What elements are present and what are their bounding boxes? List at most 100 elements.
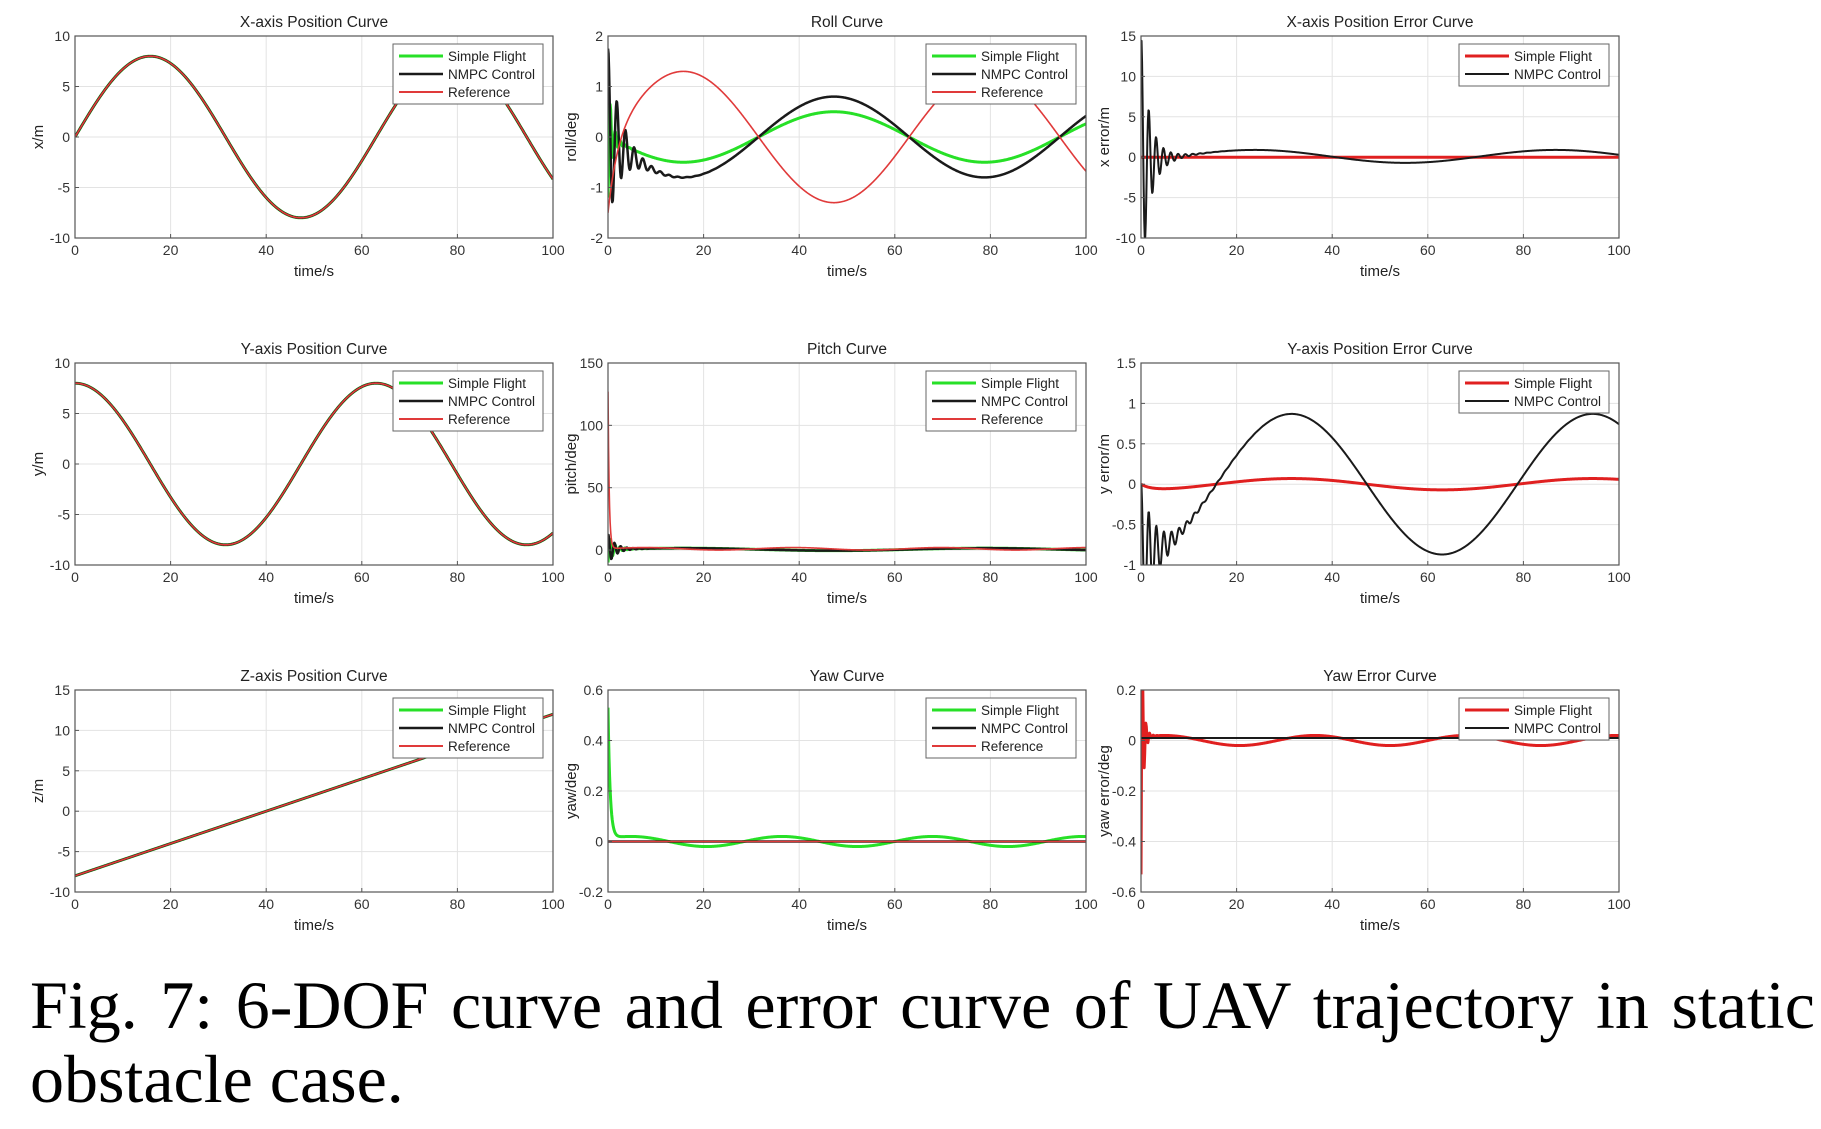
y-tick-label: 50 <box>587 480 603 496</box>
chart-svg: Yaw Error Curve 0 20 40 60 80 100 -0.6 -0.4 -0.2 0… <box>1096 668 1631 934</box>
x-tick-label: 100 <box>1607 242 1631 258</box>
legend: Simple Flight NMPC Control Reference <box>925 43 1077 105</box>
x-tick-label: 60 <box>354 242 370 258</box>
legend-label: Reference <box>981 85 1043 100</box>
chart-title: Yaw Curve <box>810 668 885 685</box>
series-line-simple-flight <box>1141 477 1619 492</box>
chart-title: Roll Curve <box>811 14 883 31</box>
y-tick-label: 10 <box>54 722 70 738</box>
x-tick-label: 0 <box>1137 896 1145 912</box>
y-tick-label: 0 <box>1128 476 1136 492</box>
y-tick-label: -0.5 <box>1112 517 1136 533</box>
legend-label: Simple Flight <box>981 376 1059 391</box>
x-axis-label: time/s <box>294 263 334 280</box>
x-tick-label: 60 <box>354 896 370 912</box>
series-line-simple-flight <box>608 707 1086 849</box>
x-tick-label: 60 <box>887 242 903 258</box>
series-line-nmpc-control <box>1141 412 1619 565</box>
figure-caption: Fig. 7: 6-DOF curve and error curve of U… <box>30 967 1815 1117</box>
y-tick-label: 1 <box>595 79 603 95</box>
chart-roll: Roll Curve 0 20 40 60 80 100 -2 -1 0 1 2 time/s roll/… <box>553 8 1153 338</box>
x-tick-label: 40 <box>258 569 274 585</box>
y-axis-label: yaw error/deg <box>1096 745 1113 837</box>
chart-yaw-error: Yaw Error Curve 0 20 40 60 80 100 -0.6 -0.4 -0.2 0… <box>1086 662 1686 992</box>
legend-label: NMPC Control <box>1514 394 1601 409</box>
y-tick-label: 100 <box>580 417 604 433</box>
chart-title: Z-axis Position Curve <box>240 668 387 685</box>
x-tick-label: 20 <box>1229 242 1245 258</box>
series-line-reference <box>75 382 553 546</box>
y-tick-label: -5 <box>1124 190 1137 206</box>
x-tick-label: 0 <box>604 896 612 912</box>
legend-label: Reference <box>448 412 510 427</box>
y-axis-label: roll/deg <box>563 112 580 161</box>
x-tick-label: 80 <box>983 569 999 585</box>
legend-label: NMPC Control <box>981 721 1068 736</box>
y-tick-label: -5 <box>58 844 71 860</box>
y-tick-label: 0 <box>62 803 70 819</box>
chart-y-position: Y-axis Position Curve 0 20 40 60 80 100 -10 -5 0 5… <box>20 335 620 665</box>
y-tick-label: 0.5 <box>1117 436 1137 452</box>
x-tick-label: 60 <box>887 569 903 585</box>
y-tick-label: 10 <box>54 28 70 44</box>
y-tick-label: 10 <box>54 355 70 371</box>
x-tick-label: 20 <box>1229 569 1245 585</box>
legend: Simple Flight NMPC Control Reference <box>925 370 1077 432</box>
x-axis-label: time/s <box>1360 263 1400 280</box>
chart-yaw: Yaw Curve 0 20 40 60 80 100 -0.2 0 0.2 0.4 0.6 time/… <box>553 662 1153 992</box>
x-tick-label: 20 <box>163 569 179 585</box>
legend-label: Reference <box>448 85 510 100</box>
legend-label: Simple Flight <box>448 49 526 64</box>
y-axis-label: x/m <box>30 125 47 149</box>
legend-label: NMPC Control <box>448 67 535 82</box>
series-line-reference <box>608 391 1086 551</box>
y-tick-label: 1.5 <box>1117 355 1137 371</box>
legend: Simple Flight NMPC Control Reference <box>392 43 544 105</box>
y-tick-label: 5 <box>62 406 70 422</box>
y-tick-label: -10 <box>1116 230 1136 246</box>
x-tick-label: 0 <box>604 242 612 258</box>
y-tick-label: -0.2 <box>579 884 603 900</box>
y-tick-label: 0 <box>62 129 70 145</box>
x-axis-label: time/s <box>294 590 334 607</box>
axes-frame <box>1140 35 1620 239</box>
x-tick-label: 100 <box>1074 896 1098 912</box>
y-tick-label: 5 <box>1128 109 1136 125</box>
y-tick-label: -10 <box>50 557 70 573</box>
x-tick-label: 40 <box>1324 569 1340 585</box>
legend-label: NMPC Control <box>1514 67 1601 82</box>
y-tick-label: 0.6 <box>584 682 604 698</box>
chart-svg: Z-axis Position Curve 0 20 40 60 80 100 -10 -5 0 5… <box>30 668 565 934</box>
x-tick-label: 60 <box>1420 242 1436 258</box>
y-tick-label: 5 <box>62 763 70 779</box>
series-line-simple-flight <box>1141 690 1619 875</box>
x-tick-label: 100 <box>541 896 565 912</box>
y-tick-label: 0 <box>595 834 603 850</box>
legend: Simple Flight NMPC Control Reference <box>925 697 1077 759</box>
chart-y-error: Y-axis Position Error Curve 0 20 40 60 80 100 -… <box>1086 335 1686 665</box>
chart-title: Y-axis Position Error Curve <box>1287 341 1473 358</box>
y-tick-label: -5 <box>58 507 71 523</box>
legend: Simple Flight NMPC Control Reference <box>392 697 544 759</box>
legend-label: Simple Flight <box>981 703 1059 718</box>
x-axis-label: time/s <box>1360 590 1400 607</box>
y-axis-label: x error/m <box>1096 107 1113 167</box>
y-tick-label: 15 <box>1120 28 1136 44</box>
x-tick-label: 80 <box>983 896 999 912</box>
y-tick-label: -10 <box>50 884 70 900</box>
y-tick-label: 0.4 <box>584 733 604 749</box>
y-tick-label: 0.2 <box>584 783 604 799</box>
x-axis-label: time/s <box>827 263 867 280</box>
x-tick-label: 0 <box>1137 242 1145 258</box>
x-tick-label: 0 <box>1137 569 1145 585</box>
x-tick-label: 100 <box>541 242 565 258</box>
chart-title: Yaw Error Curve <box>1323 668 1436 685</box>
x-tick-label: 0 <box>604 569 612 585</box>
chart-svg: Pitch Curve 0 20 40 60 80 100 0 50 100 150 time/s pi… <box>563 341 1098 607</box>
chart-x-error: X-axis Position Error Curve 0 20 40 60 80 100-… <box>1086 8 1686 338</box>
y-tick-label: 0 <box>1128 149 1136 165</box>
legend-label: NMPC Control <box>448 394 535 409</box>
legend-label: NMPC Control <box>981 394 1068 409</box>
x-tick-label: 60 <box>887 896 903 912</box>
